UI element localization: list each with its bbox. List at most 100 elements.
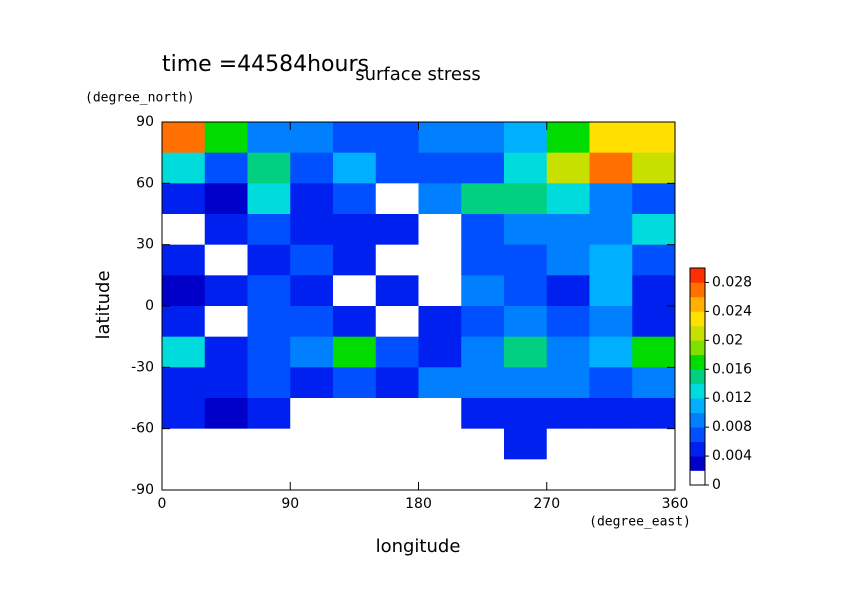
field-cell: [632, 459, 676, 491]
field-cell: [546, 152, 590, 184]
y-tick-label: 60: [136, 175, 154, 191]
field-cell: [333, 275, 377, 307]
field-cell: [589, 367, 633, 399]
field-cell: [247, 152, 291, 184]
field-cell: [375, 459, 419, 491]
x-tick-label: 180: [405, 496, 432, 512]
field-cell: [546, 275, 590, 307]
field-cell: [333, 336, 377, 368]
colorbar-band: [690, 470, 705, 486]
time-label: time =44584hours: [162, 52, 369, 77]
field-cell: [461, 336, 505, 368]
field-cell: [418, 214, 462, 246]
field-cell: [461, 122, 505, 154]
field-cell: [589, 306, 633, 338]
field-cell: [333, 122, 377, 154]
field-cell: [162, 122, 206, 154]
field-cell: [418, 398, 462, 430]
field-cell: [546, 428, 590, 460]
y-tick-label: 0: [145, 298, 154, 314]
field-cell: [504, 244, 548, 276]
y-unit: (degree_north): [85, 91, 195, 106]
field-cell: [375, 214, 419, 246]
field-cell: [375, 183, 419, 215]
field-cell: [461, 183, 505, 215]
field-cell: [290, 428, 334, 460]
y-tick-label: -30: [131, 359, 154, 375]
field-cell: [461, 398, 505, 430]
field-cell: [333, 428, 377, 460]
field-cell: [632, 428, 676, 460]
field-cell: [247, 459, 291, 491]
field-cell: [247, 398, 291, 430]
colorbar-frame: [689, 267, 706, 486]
field-cell: [247, 306, 291, 338]
field-cell: [504, 306, 548, 338]
field-cell: [290, 152, 334, 184]
field-cell: [204, 183, 248, 215]
field-cell: [461, 367, 505, 399]
field-cell: [589, 428, 633, 460]
field-cell: [418, 152, 462, 184]
field-cell: [546, 336, 590, 368]
colorbar-band: [690, 282, 705, 298]
field-cell: [247, 122, 291, 154]
y-tick-label: -60: [131, 421, 154, 437]
field-cell: [204, 275, 248, 307]
field: [162, 122, 676, 491]
field-cell: [632, 275, 676, 307]
field-cell: [247, 275, 291, 307]
field-cell: [589, 336, 633, 368]
field-cell: [162, 428, 206, 460]
field-cell: [546, 122, 590, 154]
field-cell: [375, 306, 419, 338]
field-cell: [290, 275, 334, 307]
field-cell: [461, 428, 505, 460]
field-cell: [632, 398, 676, 430]
field-cell: [162, 183, 206, 215]
field-cell: [504, 367, 548, 399]
field-cell: [546, 367, 590, 399]
colorbar-band: [690, 412, 705, 428]
field-cell: [632, 336, 676, 368]
field-cell: [333, 398, 377, 430]
field-cell: [461, 244, 505, 276]
field-cell: [162, 367, 206, 399]
field-cell: [504, 152, 548, 184]
field-cell: [247, 336, 291, 368]
field-cell: [204, 214, 248, 246]
field-cell: [632, 367, 676, 399]
field-cell: [546, 214, 590, 246]
field-cell: [162, 152, 206, 184]
field-cell: [204, 459, 248, 491]
colorbar-tick-label: 0.016: [712, 361, 752, 377]
colorbar-band: [690, 383, 705, 399]
field-cell: [375, 398, 419, 430]
field-cell: [504, 214, 548, 246]
field-cell: [290, 306, 334, 338]
field-cell: [632, 214, 676, 246]
field-cell: [204, 428, 248, 460]
field-cell: [546, 398, 590, 430]
colorbar-band: [690, 296, 705, 312]
field-cell: [162, 306, 206, 338]
colorbar-band: [690, 311, 705, 327]
field-cell: [204, 152, 248, 184]
field-cell: [504, 459, 548, 491]
field-cell: [504, 336, 548, 368]
field-cell: [418, 306, 462, 338]
field-cell: [333, 183, 377, 215]
x-unit: (degree_east): [589, 515, 691, 530]
field-cell: [461, 306, 505, 338]
field-cell: [504, 183, 548, 215]
field-cell: [632, 306, 676, 338]
field-cell: [632, 122, 676, 154]
field-cell: [418, 122, 462, 154]
field-cell: [162, 336, 206, 368]
y-axis-label: latitude: [93, 270, 114, 339]
field-cell: [632, 152, 676, 184]
field-cell: [418, 367, 462, 399]
colorbar-tick-label: 0.024: [712, 303, 752, 319]
field-cell: [375, 275, 419, 307]
field-cell: [589, 275, 633, 307]
